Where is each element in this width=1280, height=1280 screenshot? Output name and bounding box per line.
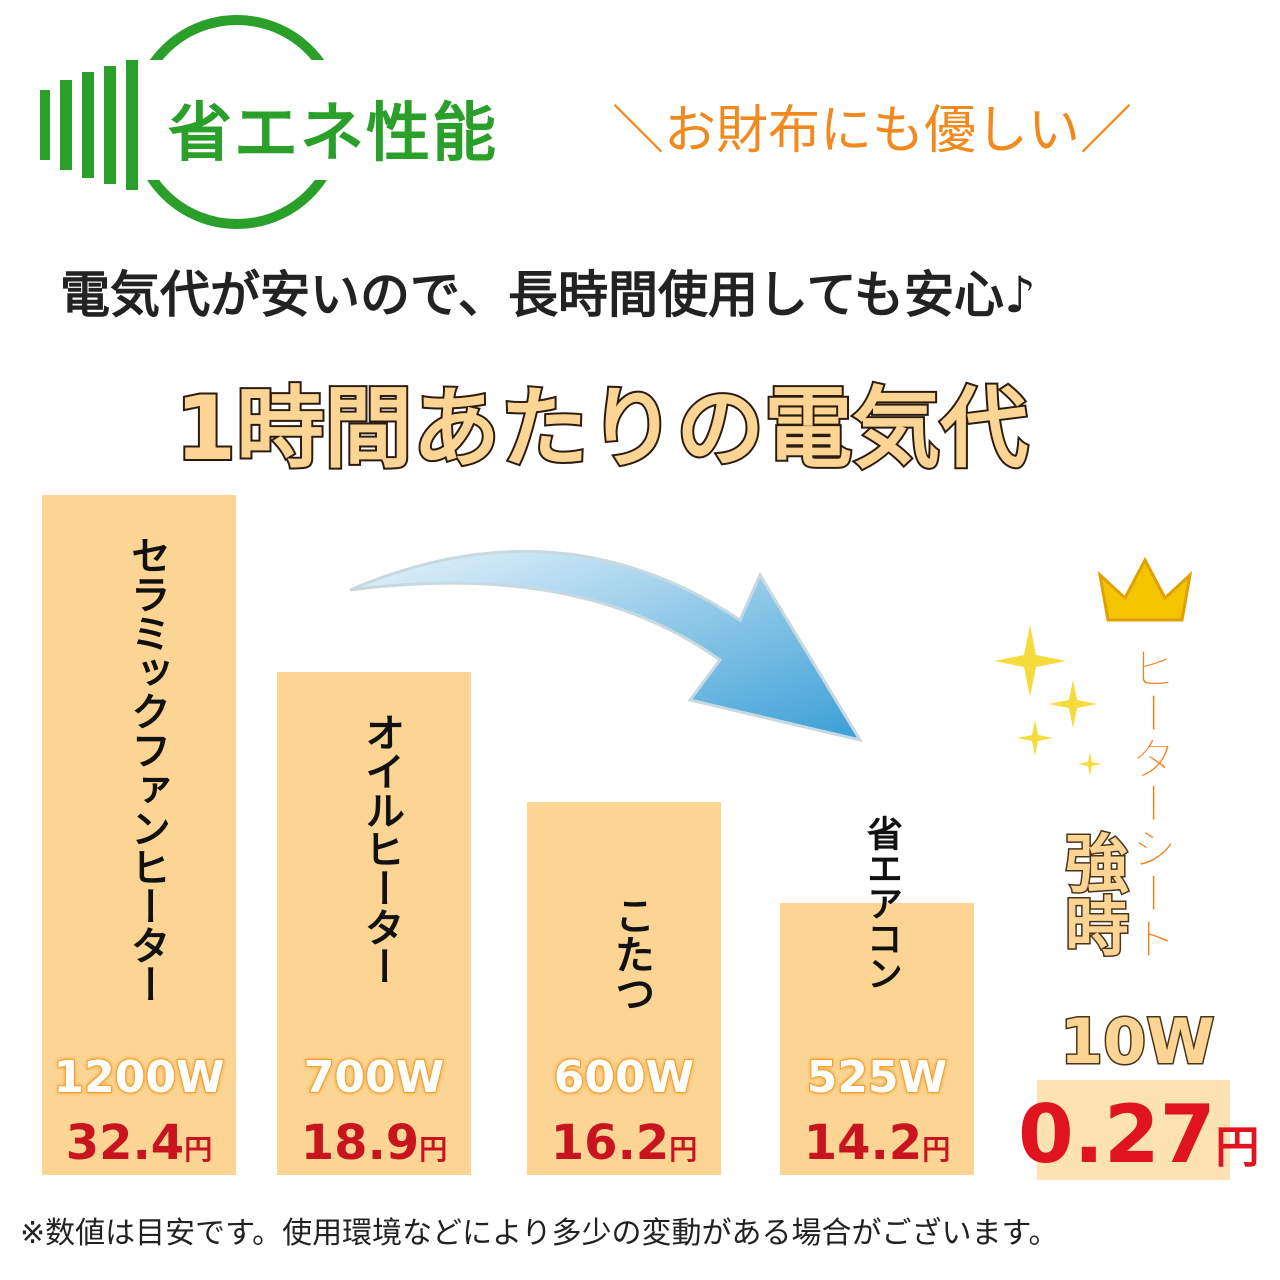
item-cost: 16.2円 xyxy=(527,1115,721,1171)
cost-value: 14.2 xyxy=(803,1115,923,1171)
cost-value: 16.2 xyxy=(550,1115,670,1171)
cost-unit: 円 xyxy=(669,1133,698,1166)
item-watts: 700W xyxy=(303,1051,445,1104)
bar xyxy=(277,672,471,1175)
item-watts: 600W xyxy=(553,1051,695,1104)
subtitle: 電気代が安いので、長時間使用しても安心♪ xyxy=(60,266,1036,324)
cost-unit: 円 xyxy=(922,1133,951,1166)
item-cost: 18.9円 xyxy=(277,1115,471,1171)
cost-value: 0.27 xyxy=(1018,1088,1216,1181)
highlight-watts: 10W xyxy=(1059,1004,1217,1080)
highlight-name: ヒーターシート xyxy=(1124,645,1179,961)
highlight-cost: 0.27円 xyxy=(1018,1088,1259,1181)
arrow xyxy=(349,549,864,743)
crown xyxy=(1097,556,1193,622)
cost-value: 32.4 xyxy=(65,1115,185,1171)
highlight-box xyxy=(1037,1080,1230,1180)
item-watts: 1200W xyxy=(53,1051,226,1104)
cost-unit: 円 xyxy=(419,1133,448,1166)
highlight-mode: 強時 xyxy=(1053,829,1130,958)
cost-unit: 円 xyxy=(1215,1122,1260,1173)
item-cost: 32.4円 xyxy=(42,1115,236,1171)
cost-unit: 円 xyxy=(184,1133,213,1166)
bulb-mask xyxy=(132,60,452,180)
badge: 省エネ性能 xyxy=(168,97,498,171)
bar xyxy=(42,495,236,1175)
item-name: 省エアコン xyxy=(861,815,902,990)
tagline: ＼お財布にも優しい／ xyxy=(612,101,1133,161)
note: ※数値は目安です。使用環境などにより多少の変動がある場合がございます。 xyxy=(20,1216,1059,1251)
item-name: セラミックファンヒーター xyxy=(124,535,170,1003)
sparkles xyxy=(994,625,1102,776)
item-name: こたつ xyxy=(608,895,654,1012)
bar xyxy=(780,903,974,1175)
bulb-base xyxy=(40,60,138,190)
cost-value: 18.9 xyxy=(300,1115,420,1171)
item-watts: 525W xyxy=(806,1051,948,1104)
item-cost: 14.2円 xyxy=(780,1115,974,1171)
bar xyxy=(527,802,721,1175)
title: 1時間あたりの電気代 xyxy=(173,375,1030,482)
item-name: オイルヒーター xyxy=(358,712,404,985)
